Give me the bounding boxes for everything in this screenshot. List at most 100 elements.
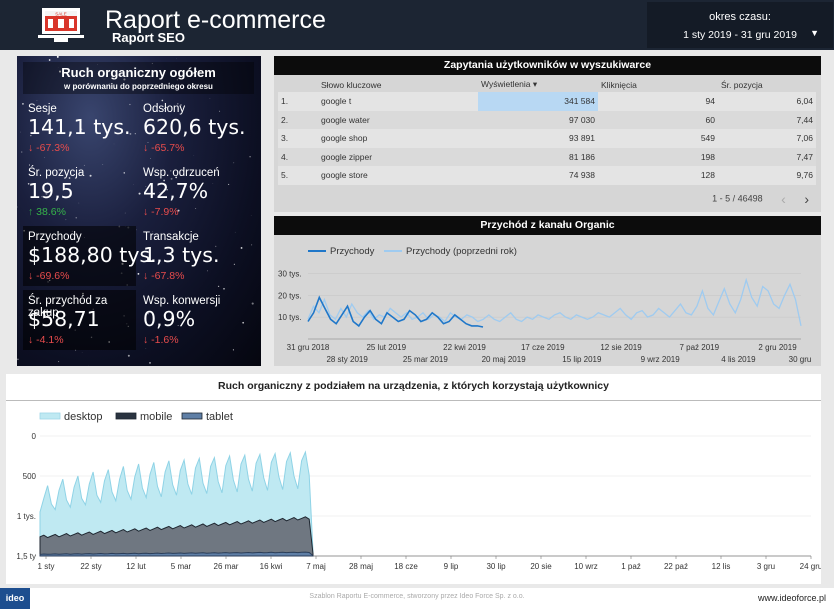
kpi-change: ↓ -65.7% bbox=[143, 142, 184, 154]
table-row[interactable]: 2. google water 97 030 60 7,44 bbox=[278, 110, 816, 129]
x-tick-label: 7 paź 2019 bbox=[679, 343, 719, 352]
star bbox=[68, 177, 71, 179]
kpi-card: Śr. pozycja 19,5 ↑ 38.6% bbox=[23, 162, 136, 222]
star bbox=[159, 192, 161, 194]
views-cell: 341 584 bbox=[478, 92, 598, 111]
star bbox=[165, 174, 167, 176]
star bbox=[195, 208, 197, 209]
star bbox=[48, 59, 51, 61]
x-tick-label: 9 lip bbox=[444, 562, 459, 571]
legend-label: Przychody (poprzedni rok) bbox=[406, 246, 517, 257]
star bbox=[22, 103, 24, 105]
kpi-change-value: -7.9% bbox=[151, 206, 179, 218]
x-tick-label: 22 paź bbox=[664, 562, 688, 571]
row-number: 2. bbox=[278, 110, 318, 129]
kpi-label: Przychody bbox=[28, 231, 82, 243]
kpi-label: Śr. pozycja bbox=[28, 167, 85, 179]
kpi-change: ↓ -67.8% bbox=[143, 270, 184, 282]
star bbox=[57, 360, 60, 363]
star bbox=[145, 348, 147, 349]
table-row[interactable]: 5. google store 74 938 128 9,76 bbox=[278, 166, 816, 185]
star bbox=[27, 182, 30, 185]
kpi-value: $188,80 tys. bbox=[28, 243, 157, 267]
kpi-card: Wsp. konwersji 0,9% ↓ -1.6% bbox=[138, 290, 251, 350]
position-cell: 7,44 bbox=[718, 110, 816, 129]
star bbox=[176, 79, 179, 81]
legend-label: mobile bbox=[140, 411, 172, 423]
x-tick-label: 30 gru bbox=[789, 355, 812, 364]
star bbox=[152, 231, 154, 233]
kpi-value: 620,6 tys. bbox=[143, 115, 246, 139]
star bbox=[251, 244, 253, 246]
star bbox=[151, 62, 153, 64]
laptop-sale-icon: SALE bbox=[38, 8, 84, 42]
next-page-icon[interactable]: › bbox=[804, 191, 809, 207]
page-title: Raport e-commerce bbox=[105, 6, 326, 34]
clicks-cell: 94 bbox=[598, 92, 718, 111]
kpi-label: Odsłony bbox=[143, 103, 186, 115]
kpi-change: ↓ -69.6% bbox=[28, 270, 69, 282]
arrow-down-icon: ↓ bbox=[143, 334, 149, 346]
x-tick-label: 1 sty bbox=[38, 562, 55, 571]
position-cell: 7,47 bbox=[718, 147, 816, 166]
queries-title: Zapytania użytkowników w wyszukiwarce bbox=[274, 56, 821, 75]
table-row[interactable]: 3. google shop 93 891 549 7,06 bbox=[278, 129, 816, 148]
x-tick-label: 3 gru bbox=[757, 562, 775, 571]
revenue-title: Przychód z kanału Organic bbox=[274, 216, 821, 235]
star bbox=[44, 157, 45, 159]
star bbox=[134, 133, 136, 135]
x-tick-label: 7 maj bbox=[306, 562, 326, 571]
star bbox=[28, 164, 30, 166]
footer-credit: Szablon Raportu E-commerce, stworzony pr… bbox=[309, 593, 525, 600]
star bbox=[147, 141, 149, 144]
footer-url[interactable]: www.ideoforce.pl bbox=[757, 593, 826, 603]
table-row[interactable]: 1. google t 341 584 94 6,04 bbox=[278, 92, 816, 111]
overview-title: Ruch organiczny ogółem bbox=[61, 65, 216, 80]
star bbox=[129, 103, 131, 106]
kpi-value: 42,7% bbox=[143, 179, 209, 203]
kpi-change-value: -65.7% bbox=[151, 142, 185, 154]
star bbox=[215, 245, 217, 248]
col-views[interactable]: Wyświetlenia ▾ bbox=[481, 79, 538, 89]
x-tick-label: 24 gru bbox=[800, 562, 821, 571]
row-number: 3. bbox=[278, 129, 318, 148]
kpi-change: ↓ -1.6% bbox=[143, 334, 179, 346]
date-range-picker[interactable]: okres czasu: 1 sty 2019 - 31 gru 2019 ▼ bbox=[647, 2, 833, 48]
col-keyword[interactable]: Słowo kluczowe bbox=[321, 79, 382, 90]
star bbox=[75, 217, 77, 219]
star bbox=[49, 124, 51, 127]
x-tick-label: 25 lut 2019 bbox=[366, 343, 406, 352]
star bbox=[89, 174, 92, 177]
col-clicks[interactable]: Kliknięcia bbox=[601, 79, 637, 90]
kpi-value: 1,3 tys. bbox=[143, 243, 220, 267]
y-tick-label: 1,5 ty bbox=[16, 552, 36, 561]
y-tick-label: 1 tys. bbox=[17, 512, 36, 521]
legend-swatch bbox=[181, 412, 203, 420]
keyword-cell: google shop bbox=[318, 129, 478, 148]
star bbox=[249, 156, 251, 158]
arrow-down-icon: ↓ bbox=[28, 142, 34, 154]
star bbox=[17, 358, 19, 361]
star bbox=[102, 164, 104, 165]
kpi-change: ↓ -4.1% bbox=[28, 334, 64, 346]
x-tick-label: 28 maj bbox=[349, 562, 373, 571]
x-tick-label: 15 lip 2019 bbox=[562, 355, 602, 364]
devices-chart: desktop mobile tablet 1,5 ty 1 tys. 500 0 1 sty… bbox=[16, 411, 821, 571]
x-tick-label: 12 lis bbox=[712, 562, 731, 571]
prev-page-icon[interactable]: ‹ bbox=[781, 191, 786, 207]
x-tick-label: 26 mar bbox=[214, 562, 239, 571]
kpi-change-value: 38.6% bbox=[36, 206, 66, 218]
star bbox=[42, 209, 44, 211]
star bbox=[217, 285, 220, 288]
arrow-down-icon: ↓ bbox=[143, 270, 149, 282]
clicks-cell: 198 bbox=[598, 147, 718, 166]
star bbox=[166, 189, 168, 191]
table-pager: 1 - 5 / 46498 ‹ › bbox=[712, 191, 809, 207]
star bbox=[147, 312, 150, 315]
caret-down-icon[interactable]: ▼ bbox=[810, 28, 819, 38]
table-row[interactable]: 4. google zipper 81 186 198 7,47 bbox=[278, 147, 816, 166]
clicks-cell: 128 bbox=[598, 166, 718, 185]
x-tick-label: 18 cze bbox=[394, 562, 418, 571]
x-tick-label: 22 sty bbox=[80, 562, 101, 571]
col-position[interactable]: Śr. pozycja bbox=[721, 79, 763, 90]
